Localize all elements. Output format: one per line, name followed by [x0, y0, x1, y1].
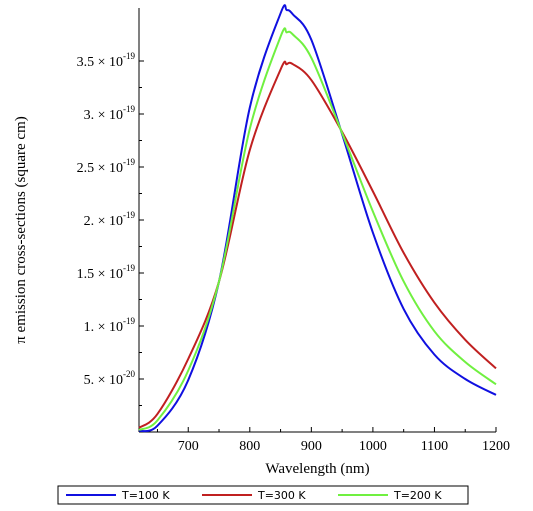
series-line-1 [138, 4, 497, 433]
plot-area: 700 800 900 1000 1100 1200 5. × 10-20 1. × 10-… [77, 4, 510, 454]
series-line-2 [138, 60, 497, 429]
series-line-3 [138, 27, 497, 431]
x-tick-label: 1000 [359, 439, 387, 454]
x-tick-label: 1200 [482, 439, 510, 454]
y-tick-label: 1. × 10-19 [84, 316, 136, 335]
x-tick-label: 900 [301, 439, 322, 454]
x-tick-label: 1100 [421, 439, 448, 454]
y-tick-label: 3.5 × 10-19 [77, 51, 136, 70]
legend-label: T=300 K [257, 489, 306, 502]
y-axis-title: π emission cross-sections (square cm) [13, 116, 29, 344]
x-axis-ticks: 700 800 900 1000 1100 1200 [156, 427, 510, 454]
x-tick-label: 800 [239, 439, 260, 454]
y-tick-label: 1.5 × 10-19 [77, 263, 136, 282]
y-tick-label: 3. × 10-19 [84, 104, 136, 123]
legend: T=100 K T=300 K T=200 K [57, 485, 469, 505]
series-lines [138, 4, 497, 433]
y-tick-label: 5. × 10-20 [84, 369, 136, 388]
x-tick-label: 700 [178, 439, 199, 454]
x-axis-title: Wavelength (nm) [265, 461, 369, 477]
y-tick-label: 2.5 × 10-19 [77, 157, 136, 176]
legend-label: T=200 K [393, 489, 442, 502]
legend-box [57, 485, 469, 505]
legend-label: T=100 K [121, 489, 170, 502]
y-axis-ticks: 5. × 10-20 1. × 10-19 1.5 × 10-19 2. × 10-1… [77, 51, 144, 406]
y-tick-label: 2. × 10-19 [84, 210, 136, 229]
